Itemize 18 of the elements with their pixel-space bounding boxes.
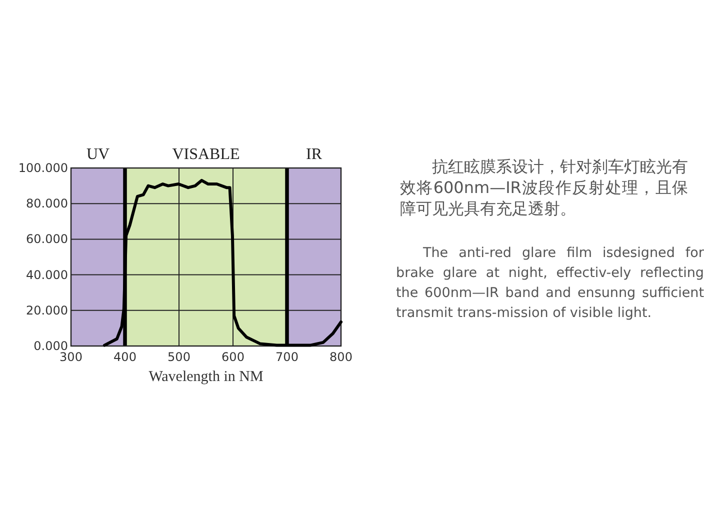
y-tick-label: 100.000 bbox=[18, 161, 68, 175]
y-tick-label: 20.000 bbox=[26, 303, 68, 318]
y-tick-label: 80.000 bbox=[26, 196, 68, 211]
x-axis-title: Wavelength in NM bbox=[148, 369, 264, 385]
text: 抗红眩膜系设计，针对刹车灯眩光有效将600nm—IR波段作反射处理，且保障可见光具有充足透射。 bbox=[400, 156, 688, 219]
band-label: VISABLE bbox=[172, 146, 240, 163]
x-tick-label: 500 bbox=[168, 350, 190, 364]
x-tick-label: 700 bbox=[276, 350, 298, 364]
x-tick-label: 400 bbox=[114, 350, 136, 364]
text: The anti-red glare film isdesigned for brake glare at night, effectiv-ely reflecting the 600nm—IR band and ensunng sufficient transmit trans-mission of visible light. bbox=[396, 244, 704, 323]
x-tick-label: 800 bbox=[330, 350, 352, 364]
y-tick-label: 60.000 bbox=[26, 232, 68, 246]
y-tick-label: 40.000 bbox=[26, 268, 68, 282]
x-tick-label: 600 bbox=[222, 350, 244, 364]
y-tick-label: 0.000 bbox=[34, 339, 68, 353]
band-label: UV bbox=[86, 146, 110, 163]
band-label: IR bbox=[306, 146, 322, 163]
x-tick-label: 300 bbox=[60, 350, 82, 364]
